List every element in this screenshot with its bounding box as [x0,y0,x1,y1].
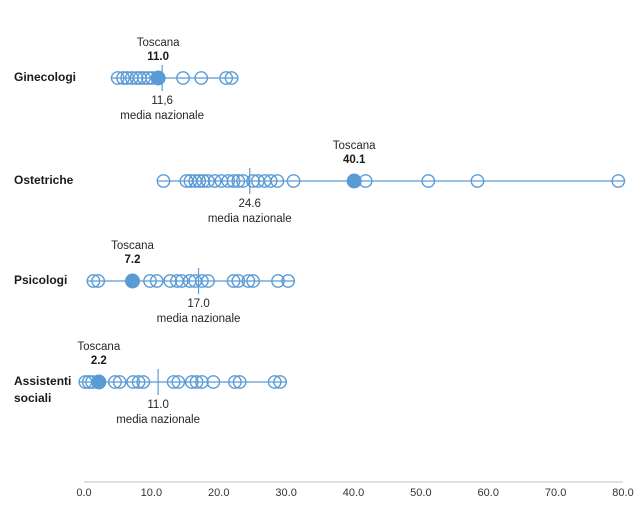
region-point [112,375,127,389]
region-point [192,174,207,188]
region-point [137,71,151,85]
toscana-point [150,70,166,86]
toscana-annotation-value: 40.1 [342,154,366,166]
x-axis-tick-label: 70.0 [544,487,567,499]
region-point [231,274,246,288]
category-label: Ginecologi [14,70,77,84]
x-axis-tick-label: 50.0 [410,487,432,499]
region-point [470,174,485,188]
region-point [174,274,189,288]
region-point [176,71,190,85]
region-point [226,174,241,188]
region-point [166,375,181,389]
toscana-point [346,173,362,189]
toscana-annotation-label: Toscana [332,140,376,152]
media-nazionale-value: 11.0 [147,399,169,411]
x-axis-tick-label: 80.0 [612,487,634,499]
media-nazionale-value: 24.6 [238,198,261,210]
x-axis-tick-label: 60.0 [477,487,499,499]
region-point [86,274,101,288]
region-point [246,174,261,188]
region-point [228,375,242,389]
category-label: Assistenti sociali [14,374,72,405]
region-point [91,274,106,288]
toscana-annotation-value: 2.2 [90,355,107,367]
region-point [110,71,125,85]
region-point [226,274,241,288]
toscana-annotation-label: Toscana [136,37,180,49]
region-point [129,71,144,85]
media-nazionale-caption: media nazionale [207,213,292,225]
region-point [163,274,178,288]
region-point [232,375,247,389]
category-label: Psicologi [14,273,68,287]
x-axis-tick-label: 30.0 [275,487,297,499]
region-point [136,375,151,389]
region-point [196,174,211,188]
region-point [206,375,221,389]
region-point [195,274,209,288]
media-nazionale-caption: media nazionale [116,414,200,426]
toscana-point [91,374,107,390]
media-nazionale-caption: media nazionale [120,110,205,122]
region-point [143,274,157,288]
region-point [421,174,436,188]
category-label: Ostetriche [14,173,74,187]
region-point [221,174,236,188]
toscana-annotation-value: 11.0 [147,51,169,63]
region-point [286,174,301,188]
region-point [189,375,204,389]
x-axis-tick-label: 10.0 [140,487,163,499]
region-point [281,274,296,288]
region-point [273,375,287,389]
region-point [156,174,171,188]
region-point [219,71,234,85]
region-point [224,71,239,85]
x-axis-tick-label: 20.0 [208,487,230,499]
region-point [246,274,261,288]
toscana-annotation-label: Toscana [111,240,154,252]
region-point [201,174,215,188]
region-point [231,174,246,188]
toscana-point [125,273,141,289]
media-nazionale-value: 11,6 [151,95,173,107]
region-point [194,71,209,85]
media-nazionale-value: 17.0 [187,298,210,310]
region-point [195,375,209,389]
region-point [149,274,164,288]
region-point [131,375,146,389]
region-point [611,174,626,188]
region-point [267,375,282,389]
region-point [207,174,222,188]
media-nazionale-caption: media nazionale [156,313,241,325]
region-point [126,375,141,389]
region-point [270,174,285,188]
region-point [236,174,250,188]
x-axis-tick-label: 0.0 [76,487,92,499]
region-point [116,71,130,85]
region-point [108,375,122,389]
region-point [263,174,278,188]
region-point [241,274,256,288]
region-point [201,274,215,288]
x-axis-tick-label: 40.0 [342,487,365,499]
toscana-annotation-label: Toscana [77,341,121,353]
region-point [171,375,186,389]
region-point [184,375,199,389]
region-point [271,274,285,288]
toscana-annotation-value: 7.2 [124,254,141,266]
